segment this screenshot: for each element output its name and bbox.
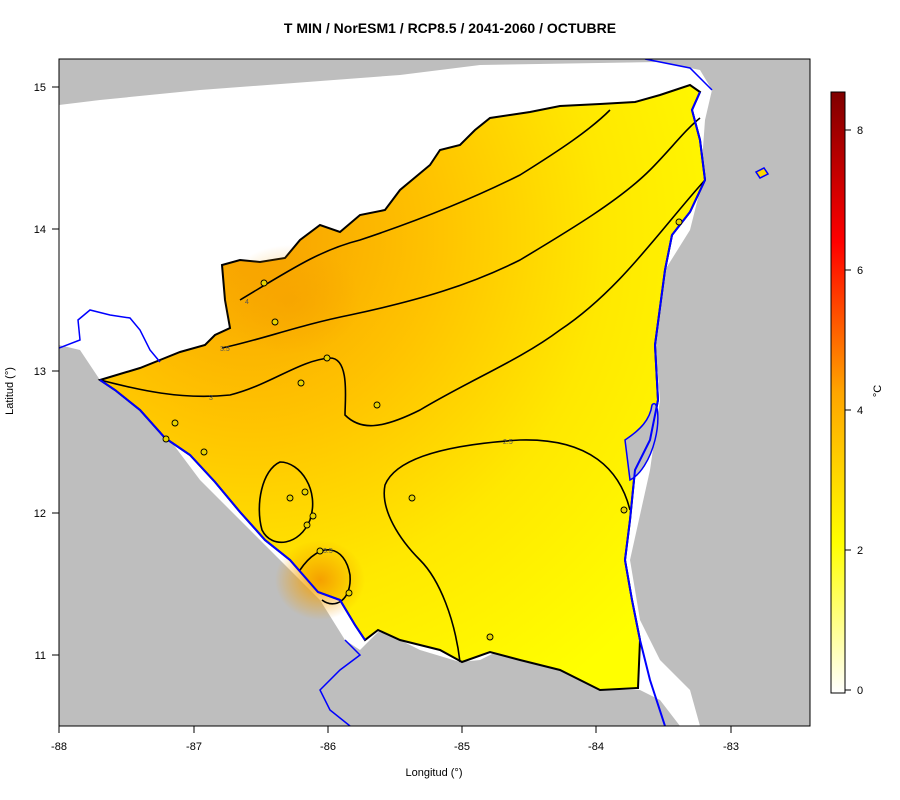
station-marker — [303, 521, 311, 529]
contour-label: 3 — [209, 395, 213, 402]
colorbar-tick-label: 2 — [857, 545, 863, 557]
pacific-coastline — [99, 379, 366, 641]
colorbar-ticks — [845, 129, 851, 691]
colorbar-tick-label: 4 — [857, 405, 863, 417]
isotherm-line — [383, 439, 631, 663]
x-tick-label: -86 — [320, 741, 336, 753]
isotherm-line — [239, 109, 611, 301]
y-tick-label: 11 — [35, 650, 46, 662]
x-tick-label: -85 — [454, 741, 470, 753]
y-axis-ticks — [52, 86, 59, 656]
station-marker — [171, 419, 179, 427]
map-panel: 4 3.5 3 2.5 3.5 — [59, 59, 810, 726]
isotherm-line — [299, 549, 351, 605]
station-markers — [162, 218, 683, 641]
contour-label: 2.5 — [503, 439, 513, 446]
caribbean-coastline — [623, 91, 707, 726]
station-marker — [260, 279, 268, 287]
x-tick-label: -88 — [51, 741, 67, 753]
station-marker — [301, 488, 309, 496]
x-axis-tick-labels: -88 -87 -86 -85 -84 -83 — [51, 741, 739, 753]
colorbar-tick-labels: 0 2 4 6 8 — [857, 125, 863, 697]
station-marker — [309, 512, 317, 520]
honduras-north-coastline — [644, 59, 713, 91]
station-marker — [316, 547, 324, 555]
station-marker — [286, 494, 294, 502]
colorbar-tick-label: 8 — [857, 125, 863, 137]
station-marker — [323, 354, 331, 362]
station-marker — [675, 218, 683, 226]
contour-label: 3.5 — [323, 548, 333, 555]
x-axis-label: Longitud (°) — [405, 767, 463, 779]
station-marker — [408, 494, 416, 502]
station-marker — [345, 589, 353, 597]
station-marker — [200, 448, 208, 456]
station-marker — [486, 633, 494, 641]
costa-rica-coastline — [319, 639, 362, 726]
y-tick-label: 13 — [34, 366, 46, 378]
map-title: T MIN / NorESM1 / RCP8.5 / 2041-2060 / O… — [283, 20, 617, 36]
colorbar-tick-label: 6 — [857, 265, 863, 277]
y-tick-label: 14 — [34, 224, 46, 236]
isotherm-line — [99, 179, 706, 427]
isotherm-lines — [99, 109, 706, 663]
station-marker — [162, 435, 170, 443]
x-axis-ticks — [58, 726, 732, 733]
station-marker — [297, 379, 305, 387]
caribbean-cay — [754, 167, 770, 179]
x-tick-label: -83 — [723, 741, 739, 753]
contour-label: 4 — [245, 299, 249, 306]
isotherm-line — [221, 117, 701, 349]
northwest-hotspot — [220, 245, 360, 355]
costa-rica-land — [59, 345, 680, 726]
colorbar-tick-label: 0 — [857, 685, 863, 697]
x-tick-label: -87 — [186, 741, 202, 753]
lake-outline — [624, 402, 659, 482]
isotherm-line — [258, 461, 314, 544]
station-marker — [620, 506, 628, 514]
contour-label: 3.5 — [220, 346, 230, 353]
contour-labels: 4 3.5 3 2.5 3.5 — [209, 299, 513, 555]
gulf-coastline — [59, 309, 161, 363]
station-marker — [373, 401, 381, 409]
plot-frame — [58, 58, 811, 727]
colorbar — [830, 91, 846, 694]
x-tick-label: -84 — [588, 741, 604, 753]
honduras-land — [59, 59, 810, 726]
y-tick-label: 12 — [34, 508, 46, 520]
y-tick-label: 15 — [34, 82, 46, 94]
station-marker — [271, 318, 279, 326]
y-axis-tick-labels: 11 12 13 14 15 — [34, 82, 46, 662]
